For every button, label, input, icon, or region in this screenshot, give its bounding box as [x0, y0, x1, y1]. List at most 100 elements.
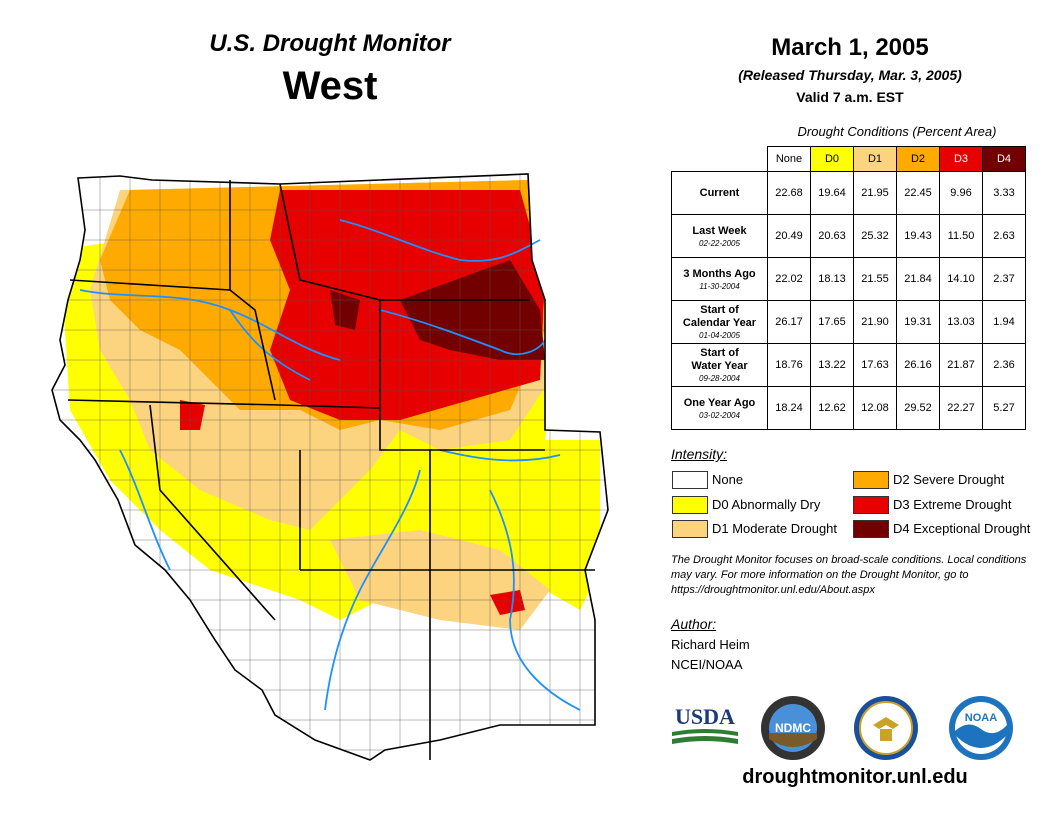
border-id-ut	[279, 404, 381, 409]
table-row: Start of Calendar Year 01-04-2005 26.17 1…	[671, 300, 1026, 344]
table-cell: 26.16	[896, 343, 940, 387]
col-d3: D3	[939, 146, 983, 172]
release-date: (Released Thursday, Mar. 3, 2005)	[738, 67, 962, 83]
legend-swatch-d3	[853, 496, 889, 514]
legend-swatch-d2	[853, 471, 889, 489]
river-rio-grande	[489, 489, 581, 711]
site-url[interactable]: droughtmonitor.unl.edu	[742, 766, 968, 788]
row-date: 11-30-2004	[699, 281, 740, 291]
row-label: Start of Water Year	[691, 347, 748, 372]
legend-swatch-d0	[672, 496, 708, 514]
table-cell: 20.49	[767, 214, 811, 258]
table-cell: 29.52	[896, 386, 940, 430]
table-cell: 17.65	[810, 300, 854, 344]
border-or-ca	[67, 399, 281, 406]
valid-time: Valid 7 a.m. EST	[796, 89, 904, 105]
table-row: 3 Months Ago 11-30-2004 22.02 18.13 21.55…	[671, 257, 1026, 301]
border-mt-id	[279, 183, 381, 400]
table-row: One Year Ago 03-02-2004 18.24 12.62 12.08…	[671, 386, 1026, 430]
river-sacramento	[119, 449, 171, 571]
row-date: 01-04-2005	[699, 331, 740, 340]
author-label: Author:	[671, 616, 717, 632]
map-date: March 1, 2005	[771, 34, 929, 61]
table-row: Current 22.68 19.64 21.95 22.45 9.96 3.3…	[671, 171, 1026, 215]
table-cell: 3.33	[982, 171, 1026, 215]
map-title: U.S. Drought Monitor	[209, 30, 451, 57]
table-cell: 12.08	[853, 386, 897, 430]
border-id-west	[229, 180, 276, 401]
d3-area-west	[180, 400, 205, 430]
table-cell: 2.37	[982, 257, 1026, 301]
legend-swatch-d4	[853, 520, 889, 538]
legend-label-d1: D1 Moderate Drought	[712, 521, 838, 536]
table-cell: 19.64	[810, 171, 854, 215]
row-label: Start of Calendar Year	[682, 304, 757, 329]
legend-label-d0: D0 Abnormally Dry	[712, 497, 821, 512]
table-cell: 17.63	[853, 343, 897, 387]
row-date: 02-22-2005	[699, 238, 740, 248]
ndmc-logo[interactable]: NDMC	[760, 695, 826, 761]
disclaimer-note: The Drought Monitor focuses on broad-sca…	[671, 554, 1027, 596]
table-cell: 1.94	[982, 300, 1026, 344]
table-cell: 18.76	[767, 343, 811, 387]
table-cell: 21.87	[939, 343, 983, 387]
border-ca-nv	[149, 404, 276, 621]
table-cell: 19.31	[896, 300, 940, 344]
row-label: Current	[699, 186, 740, 199]
col-d1: D1	[853, 146, 897, 172]
table-caption: Drought Conditions (Percent Area)	[797, 124, 997, 139]
drought-map	[51, 173, 609, 761]
row-label: One Year Ago	[683, 396, 756, 409]
border-wa-or	[69, 279, 231, 291]
d4-area	[400, 260, 545, 360]
table-cell: 21.55	[853, 257, 897, 301]
legend-label-d2: D2 Severe Drought	[893, 472, 1005, 487]
table-cell: 2.36	[982, 343, 1026, 387]
table-cell: 14.10	[939, 257, 983, 301]
table-cell: 25.32	[853, 214, 897, 258]
table-cell: 22.45	[896, 171, 940, 215]
table-cell: 5.27	[982, 386, 1026, 430]
table-row: Last Week 02-22-2005 20.49 20.63 25.32 19…	[671, 214, 1026, 258]
usda-logo[interactable]: USDA	[670, 700, 740, 750]
drought-areas	[52, 174, 608, 760]
table-cell: 2.63	[982, 214, 1026, 258]
author-name: Richard Heim	[671, 637, 750, 652]
table-cell: 13.03	[939, 300, 983, 344]
usda-logo-text: USDA	[675, 704, 735, 729]
table-cell: 21.84	[896, 257, 940, 301]
commerce-seal-logo[interactable]	[853, 695, 919, 761]
table-cell: 20.63	[810, 214, 854, 258]
legend-title: Intensity:	[671, 446, 728, 462]
table-cell: 26.17	[767, 300, 811, 344]
table-cell: 19.43	[896, 214, 940, 258]
col-d4: D4	[982, 146, 1026, 172]
author-org: NCEI/NOAA	[671, 657, 743, 672]
legend-swatch-d1	[672, 520, 708, 538]
river-yellowstone	[379, 309, 546, 355]
table-cell: 21.90	[853, 300, 897, 344]
region-title: West	[282, 64, 378, 108]
noaa-logo[interactable]: NOAA	[948, 695, 1014, 761]
col-d0: D0	[810, 146, 854, 172]
river-snake	[229, 309, 311, 381]
legend-swatch-none	[672, 471, 708, 489]
table-cell: 18.13	[810, 257, 854, 301]
rivers	[79, 219, 581, 711]
border-wy-ut-co	[379, 400, 431, 570]
noaa-logo-text: NOAA	[965, 712, 997, 724]
legend-label-none: None	[712, 472, 744, 487]
state-borders	[51, 173, 609, 761]
ndmc-logo-text: NDMC	[775, 721, 811, 735]
row-date: 09-28-2004	[699, 374, 740, 383]
table-cell: 9.96	[939, 171, 983, 215]
row-date: 03-02-2004	[699, 410, 740, 420]
table-cell: 22.27	[939, 386, 983, 430]
table-cell: 22.68	[767, 171, 811, 215]
table-cell: 22.02	[767, 257, 811, 301]
legend-label-d3: D3 Extreme Drought	[893, 497, 1012, 512]
table-cell: 18.24	[767, 386, 811, 430]
row-label: Last Week	[692, 224, 747, 237]
table-header-row: None D0 D1 D2 D3 D4	[672, 146, 1026, 172]
col-none: None	[767, 146, 811, 172]
